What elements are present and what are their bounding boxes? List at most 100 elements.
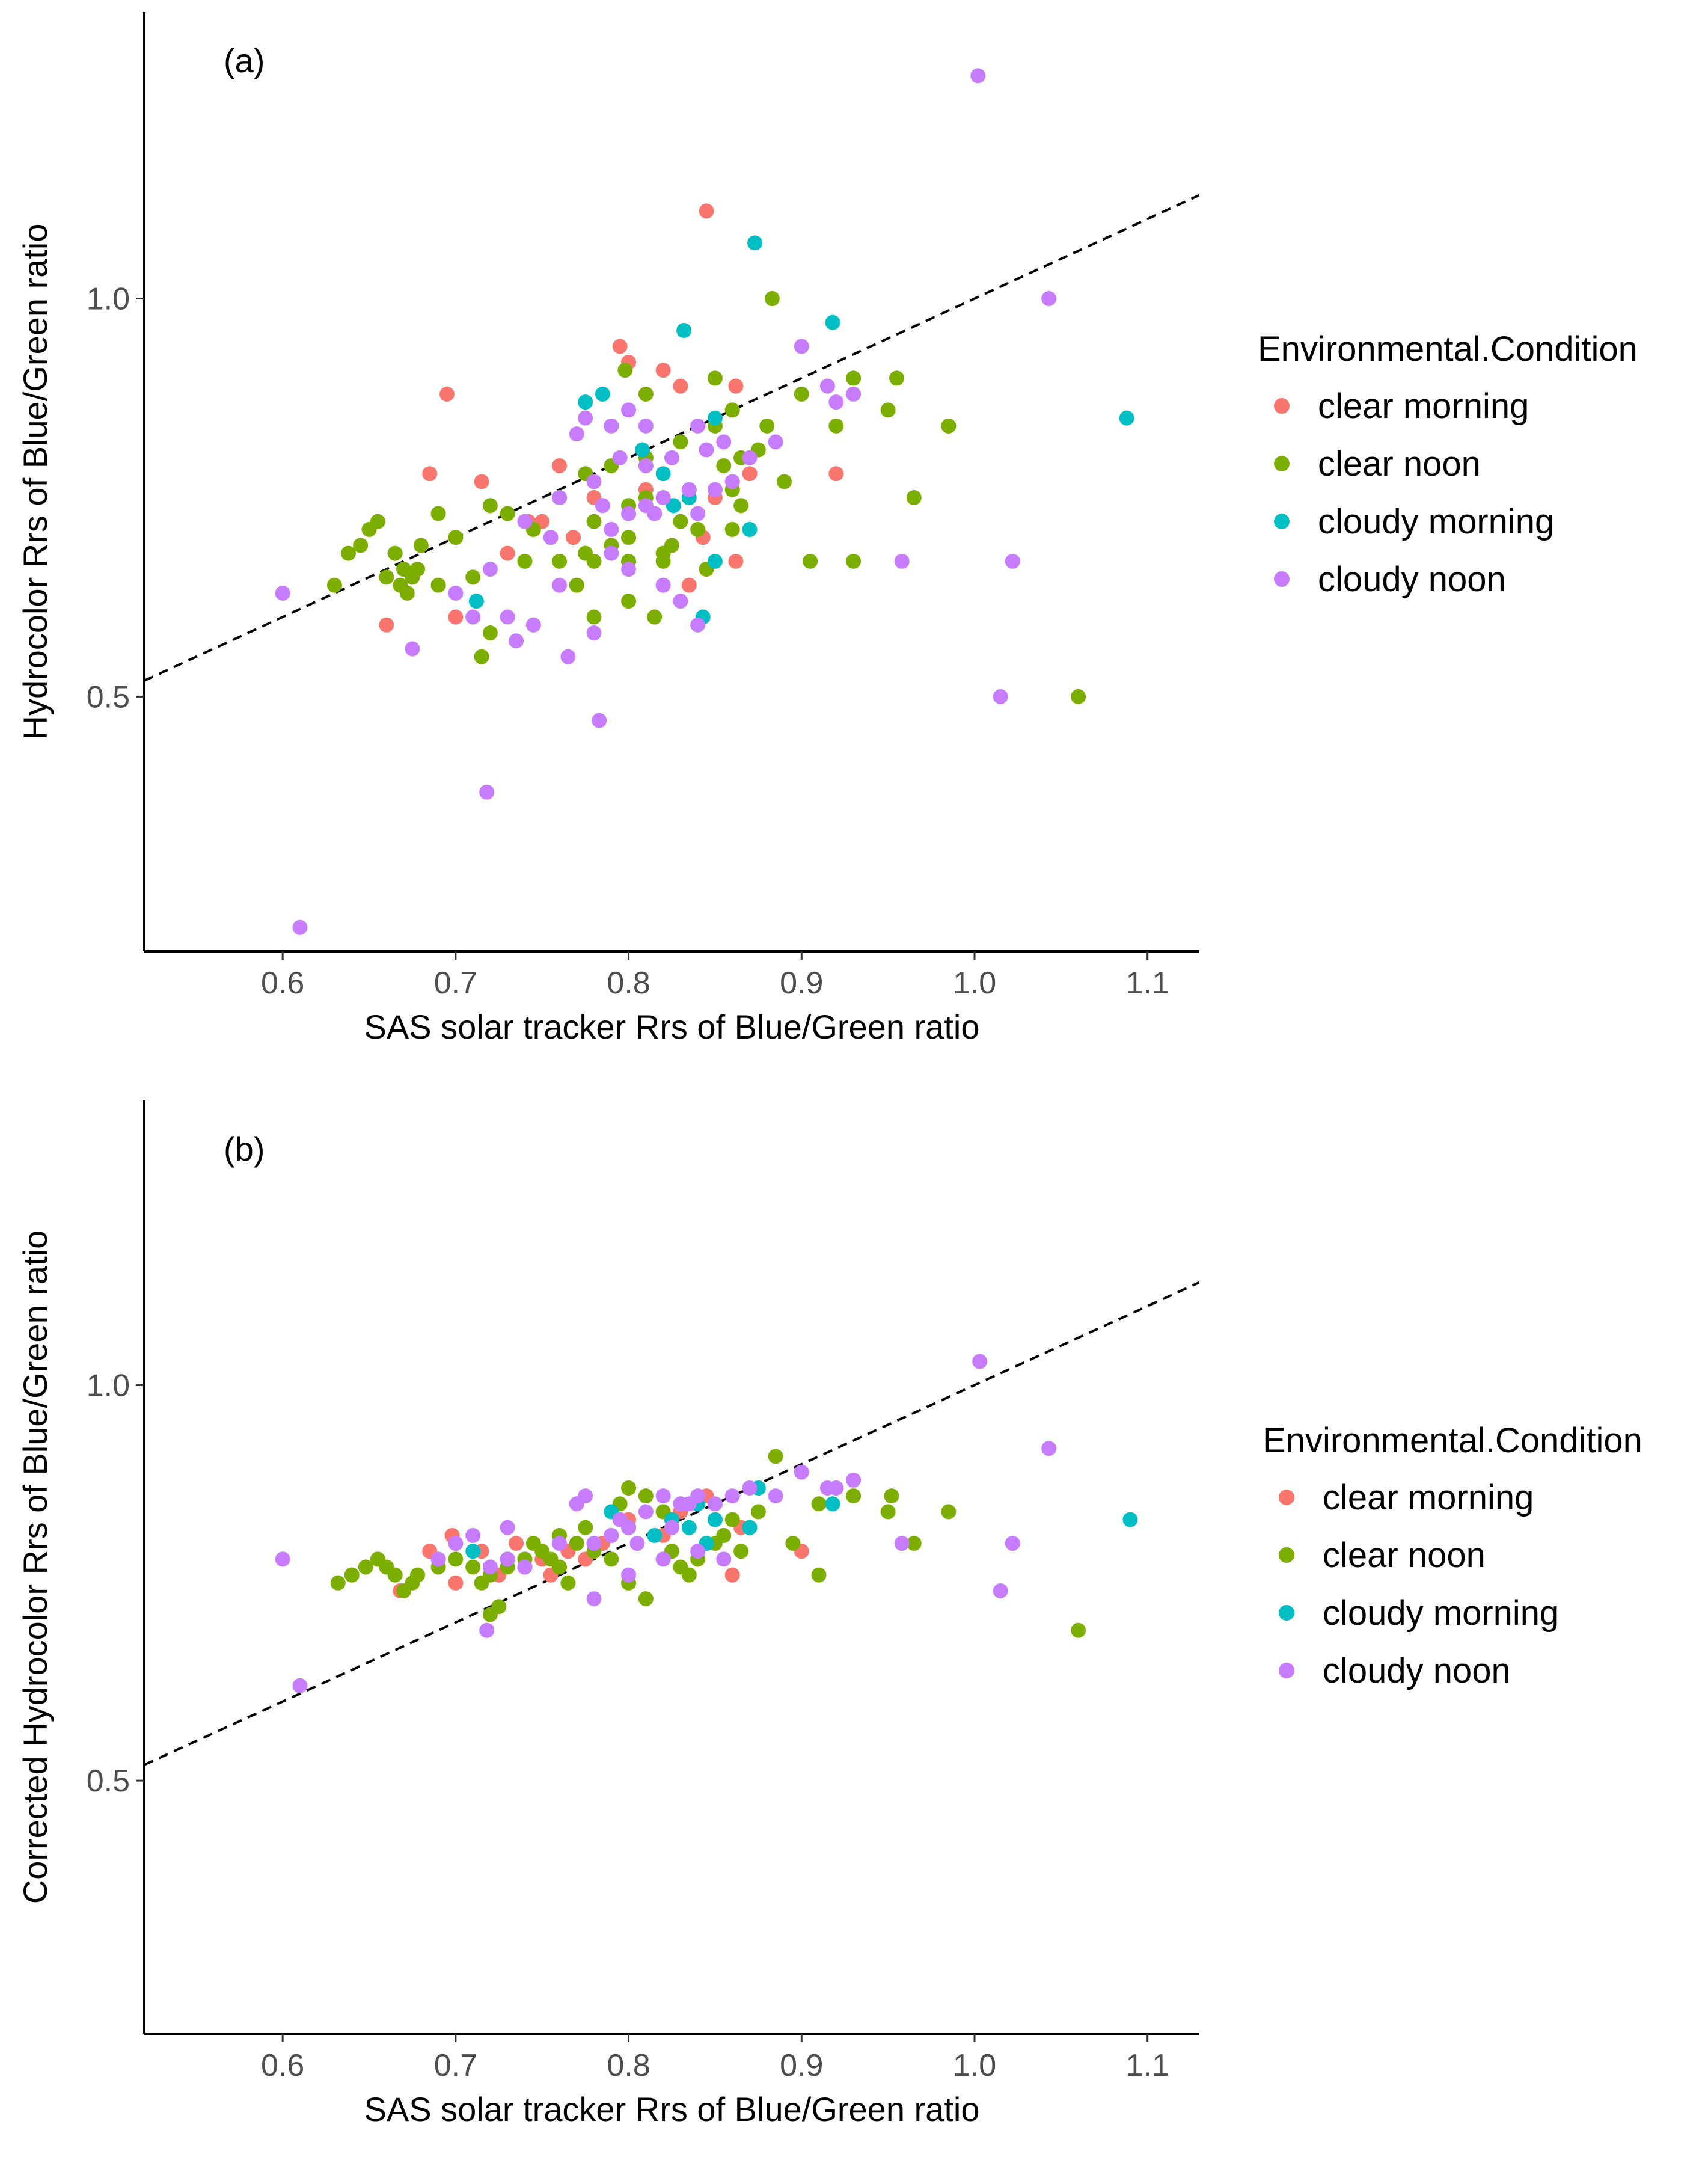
series-cloudy-noon: [275, 1354, 1057, 1693]
legend-swatch: [1279, 1547, 1294, 1563]
data-point: [777, 474, 792, 489]
data-point: [1122, 1512, 1138, 1527]
y-tick-label: 1.0: [87, 282, 130, 317]
data-point: [621, 562, 637, 577]
data-point: [479, 784, 495, 800]
data-point: [673, 594, 688, 609]
data-point: [465, 1544, 481, 1559]
reference-line: [144, 1281, 1199, 1766]
data-point: [742, 450, 758, 465]
data-point: [482, 562, 498, 577]
data-point: [707, 1512, 723, 1527]
data-point: [560, 649, 576, 664]
data-point: [393, 577, 408, 593]
data-point: [666, 498, 681, 514]
data-point: [509, 1536, 524, 1551]
data-point: [569, 1496, 584, 1512]
panel-label: (a): [224, 41, 265, 79]
reference-line: [144, 194, 1199, 682]
data-point: [724, 1512, 740, 1527]
legend: Environmental.Condition clear morning clea…: [1263, 1421, 1642, 1690]
y-tick-label: 0.5: [87, 1764, 130, 1799]
data-point: [673, 1496, 688, 1512]
x-tick-label: 0.7: [434, 966, 477, 1001]
legend-swatch: [1274, 456, 1290, 471]
data-point: [275, 1551, 290, 1567]
data-point: [1005, 1536, 1020, 1551]
data-point: [655, 1551, 671, 1567]
data-point: [690, 1544, 706, 1559]
data-point: [621, 506, 637, 521]
data-point: [551, 553, 567, 569]
x-tick-label: 1.0: [953, 966, 996, 1001]
data-point: [676, 322, 692, 338]
data-point: [604, 545, 619, 561]
data-point: [448, 1575, 464, 1591]
data-point: [482, 625, 498, 641]
legend-label: cloudy morning: [1318, 502, 1554, 541]
data-point: [993, 1583, 1008, 1598]
data-point: [681, 1520, 697, 1535]
data-point: [387, 545, 403, 561]
data-point: [673, 514, 688, 529]
data-point: [617, 363, 633, 378]
data-point: [733, 1544, 749, 1559]
data-point: [664, 1520, 679, 1535]
data-point: [733, 498, 749, 514]
data-point: [638, 1504, 654, 1520]
data-point: [595, 498, 610, 514]
data-point: [430, 1551, 446, 1567]
data-point: [500, 1551, 515, 1567]
data-point: [846, 370, 862, 386]
data-point: [566, 530, 581, 545]
data-point: [635, 442, 650, 458]
data-point: [551, 458, 567, 474]
data-point: [655, 1488, 671, 1504]
data-point: [448, 609, 464, 625]
data-point: [655, 577, 671, 593]
data-point: [825, 1496, 840, 1512]
data-point: [379, 569, 394, 585]
data-point: [724, 1567, 740, 1583]
data-point: [621, 1480, 637, 1496]
data-point: [430, 506, 446, 521]
data-point: [578, 410, 593, 426]
data-point: [410, 1567, 426, 1583]
data-point: [941, 418, 957, 434]
data-point: [326, 577, 342, 593]
series-cloudy-noon: [275, 68, 1057, 935]
data-point: [655, 466, 671, 482]
data-point: [405, 641, 420, 657]
data-point: [551, 1536, 567, 1551]
data-point: [759, 418, 775, 434]
x-tick-label: 0.6: [261, 2048, 304, 2083]
data-point: [474, 474, 489, 489]
data-point: [638, 1591, 654, 1607]
data-point: [491, 1599, 507, 1615]
data-point: [586, 1536, 602, 1551]
data-point: [906, 489, 922, 505]
data-point: [724, 1488, 740, 1504]
data-point: [578, 394, 593, 410]
data-point: [681, 577, 697, 593]
data-point: [647, 609, 663, 625]
data-point: [638, 418, 654, 434]
data-point: [664, 538, 679, 553]
data-point: [586, 609, 602, 625]
data-point: [517, 1559, 533, 1575]
data-point: [629, 1536, 645, 1551]
data-point: [353, 538, 369, 553]
data-point: [764, 291, 780, 307]
data-point: [500, 1520, 515, 1535]
panel-label: (b): [224, 1130, 265, 1168]
y-tick-label: 1.0: [87, 1368, 130, 1403]
data-point: [655, 363, 671, 378]
data-point: [673, 434, 688, 450]
data-point: [604, 521, 619, 537]
legend-swatch: [1274, 514, 1290, 529]
data-point: [578, 1520, 593, 1535]
data-point: [819, 1480, 835, 1496]
data-point: [479, 1622, 495, 1638]
data-point: [551, 577, 567, 593]
